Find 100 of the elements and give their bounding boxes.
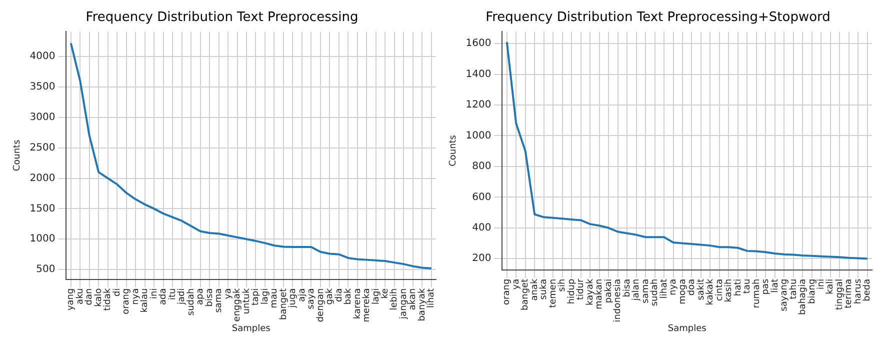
x-tick-label: lagi: [260, 288, 270, 305]
y-axis-title: Counts: [12, 139, 23, 172]
x-tick-label: temen: [548, 278, 558, 308]
x-tick-label: aku: [75, 288, 86, 304]
y-tick-label: 3000: [30, 112, 56, 123]
x-tick-label: lagi: [371, 288, 382, 305]
y-tick-label: 200: [472, 253, 492, 264]
x-tick-label: jangan: [398, 288, 409, 320]
x-tick-label: banyak: [417, 288, 428, 322]
x-tick-label: dengan: [316, 288, 326, 322]
x-tick-label: itu: [168, 288, 178, 300]
x-tick-label: gak: [325, 288, 336, 305]
x-tick-label: doa: [687, 278, 698, 296]
x-tick-label: banget: [520, 278, 531, 311]
x-tick-label: orang: [122, 288, 132, 314]
x-tick-label: kasih: [724, 278, 734, 302]
x-tick-label: harus: [853, 278, 864, 304]
y-tick-label: 400: [472, 222, 492, 234]
x-tick-label: ini: [816, 278, 827, 290]
y-tick-label: 4000: [30, 51, 56, 62]
x-tick-label: ada: [158, 288, 169, 306]
x-axis-title: Samples: [232, 324, 271, 334]
x-tick-label: pas: [761, 278, 772, 295]
x-tick-label: bisa: [204, 288, 215, 307]
x-tick-label: ini: [149, 288, 160, 300]
y-tick-label: 1600: [466, 38, 492, 50]
x-tick-label: nya: [668, 278, 679, 296]
x-tick-label: tapi: [251, 288, 262, 306]
x-tick-label: suka: [539, 278, 550, 300]
x-axis-title: Samples: [668, 324, 707, 334]
chart-title: Frequency Distribution Text Preprocessing: [86, 10, 358, 26]
y-tick-label: 800: [472, 161, 492, 172]
x-tick-label: mau: [270, 288, 280, 308]
y-tick-label: 1500: [30, 203, 56, 214]
y-tick-label: 2500: [30, 142, 56, 154]
x-tick-label: rumah: [752, 278, 762, 308]
x-tick-label: juga: [288, 288, 298, 309]
x-tick-label: bak: [344, 288, 354, 305]
x-tick-label: apa: [196, 288, 206, 306]
x-tick-label: kalo: [94, 288, 104, 307]
x-tick-label: di: [112, 288, 122, 297]
x-tick-label: moga: [678, 278, 688, 304]
x-tick-label: liat: [770, 278, 780, 293]
x-tick-label: pakai: [604, 278, 614, 304]
x-tick-label: lebih: [390, 288, 400, 310]
x-tick-label: untuk: [242, 288, 252, 314]
x-tick-label: karena: [352, 288, 363, 320]
x-tick-label: makan: [594, 278, 605, 310]
x-tick-label: beda: [862, 278, 873, 302]
x-tick-label: bisa: [622, 278, 632, 298]
x-tick-label: sudah: [650, 278, 660, 306]
x-tick-label: ya: [223, 288, 234, 300]
x-tick-label: hidup: [566, 278, 577, 304]
x-tick-label: sih: [558, 278, 568, 292]
y-tick-label: 1000: [30, 234, 56, 245]
x-tick-label: anak: [530, 278, 540, 301]
x-tick-label: dan: [84, 288, 95, 306]
x-tick-label: tidak: [103, 288, 114, 311]
x-tick-label: tinggal: [834, 278, 845, 310]
x-tick-label: sayang: [780, 278, 790, 312]
y-tick-label: 2000: [30, 172, 56, 184]
x-tick-label: indonesia: [613, 278, 624, 322]
x-tick-label: orang: [502, 278, 512, 305]
y-tick-label: 1400: [466, 68, 492, 80]
y-tick-label: 3500: [30, 82, 56, 93]
x-tick-label: tahu: [788, 278, 799, 300]
x-tick-label: banget: [278, 288, 289, 320]
y-axis-title: Counts: [448, 134, 459, 166]
x-tick-label: cinta: [714, 278, 725, 302]
x-tick-label: dia: [334, 288, 344, 302]
y-tick-label: 600: [472, 192, 492, 203]
y-tick-label: 1000: [466, 130, 492, 142]
x-tick-label: kali: [826, 278, 836, 294]
x-tick-label: akan: [408, 288, 418, 310]
x-tick-label: tidur: [576, 278, 586, 300]
x-tick-label: bahagia: [798, 278, 808, 316]
x-tick-label: biang: [807, 278, 818, 304]
x-tick-label: mereka: [362, 288, 372, 322]
chart-title: Frequency Distribution Text Preprocessing+Stopword: [486, 10, 830, 26]
x-tick-label: hati: [733, 278, 744, 296]
x-tick-label: ke: [380, 288, 391, 299]
x-tick-label: yang: [66, 288, 76, 311]
x-tick-label: sakit: [696, 278, 706, 300]
x-tick-label: tau: [742, 278, 753, 294]
x-tick-label: sama: [214, 288, 224, 313]
x-tick-label: jadi: [177, 288, 188, 306]
y-tick-label: 500: [36, 264, 56, 276]
x-tick-label: nya: [130, 288, 141, 305]
x-tick-label: kakak: [706, 278, 716, 306]
x-tick-label: jalan: [632, 278, 642, 302]
x-tick-label: ya: [511, 278, 522, 290]
x-tick-label: kalau: [140, 288, 150, 313]
y-tick-label: 1200: [466, 100, 492, 111]
x-tick-label: lihat: [659, 278, 670, 299]
x-tick-label: sudah: [186, 288, 196, 316]
x-tick-label: lihat: [426, 288, 437, 308]
x-tick-label: enggak: [232, 288, 243, 322]
x-tick-label: kayak: [585, 278, 596, 306]
x-tick-label: aja: [297, 288, 308, 302]
x-tick-label: terima: [844, 278, 854, 308]
